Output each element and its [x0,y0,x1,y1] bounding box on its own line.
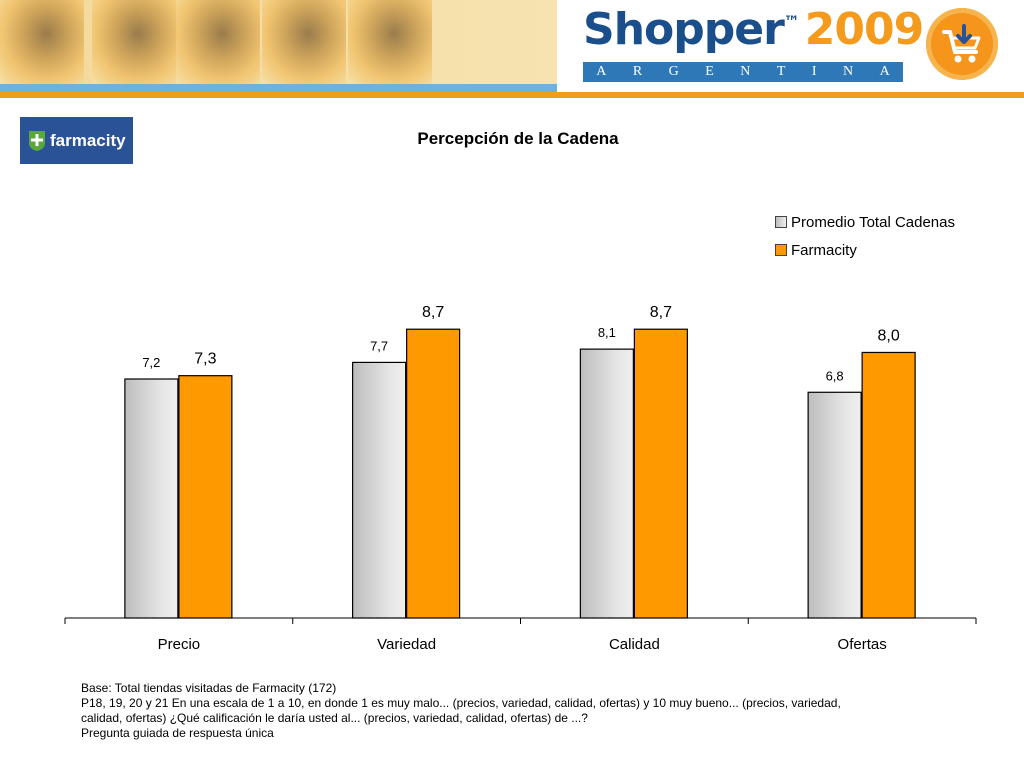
footnote-line: Pregunta guiada de respuesta única [81,726,274,740]
country-letter: I [811,64,817,79]
country-letter: R [632,64,643,79]
shopper-photo [348,0,432,84]
footnote-line: P18, 19, 20 y 21 En una escala de 1 a 10… [81,696,841,725]
data-label: 7,3 [194,351,216,368]
bar-promedio [124,378,179,619]
footnotes: Base: Total tiendas visitadas de Farmaci… [81,681,881,741]
legend-label: Promedio Total Cadenas [791,213,955,231]
legend-swatch [775,244,787,256]
x-tick-label: Ofertas [838,636,887,653]
banner-photo-strip [0,0,557,84]
legend-item: Promedio Total Cadenas [775,212,955,232]
blue-stripe [0,84,557,92]
data-label: 8,1 [598,325,616,340]
country-letter: A [879,64,890,79]
shopper-logo: Shopper™ 2009 A R G E N T I N A [557,0,1024,92]
bar-farmacity [178,375,233,619]
country-letter: A [596,64,607,79]
farmacity-logo-text: farmacity [50,130,126,150]
country-letter: T [776,64,786,79]
data-label: 6,8 [826,368,844,383]
legend-swatch [775,216,787,228]
data-label: 8,7 [650,304,672,321]
bar-promedio [807,391,862,619]
header-banner: Shopper™ 2009 A R G E N T I N A [0,0,1024,100]
brand-trademark: ™ [783,12,800,31]
footnote-line: Base: Total tiendas visitadas de Farmaci… [81,681,337,695]
bar-chart: 7,2 7,3 Precio 7,7 8,7 Variedad 8,1 8,7 Calidad 6… [64,304,977,653]
shopper-photo [176,0,260,84]
data-label: 7,7 [370,338,388,353]
orange-stripe [0,92,1024,98]
country-letter: N [740,64,751,79]
bar-promedio [352,361,407,619]
country-letter: N [843,64,854,79]
country-letter: E [705,64,714,79]
bar-farmacity [861,351,916,619]
bar-farmacity [406,328,461,619]
chart-legend: Promedio Total Cadenas Farmacity [775,212,955,268]
brand-title: Shopper™ 2009 [583,4,924,55]
bar-farmacity [633,328,688,619]
shopper-photo [262,0,346,84]
shopper-photo [0,0,84,84]
data-label: 8,7 [422,304,444,321]
shopper-photo [92,0,176,84]
farmacity-logo: farmacity [20,117,133,164]
chart-title: Percepción de la Cadena [417,129,619,148]
x-tick-label: Precio [158,636,201,653]
x-tick-label: Calidad [609,636,660,653]
data-label: 8,0 [878,327,900,344]
brand-name: Shopper [583,4,785,55]
pharmacy-cross-icon [29,130,45,151]
bar-promedio [579,348,634,619]
legend-item: Farmacity [775,240,955,260]
legend-label: Farmacity [791,241,857,259]
brand-year: 2009 [804,4,924,55]
data-label: 7,2 [142,355,160,370]
x-tick-label: Variedad [377,636,436,653]
shopping-cart-icon [926,8,998,80]
country-letter: G [668,64,679,79]
